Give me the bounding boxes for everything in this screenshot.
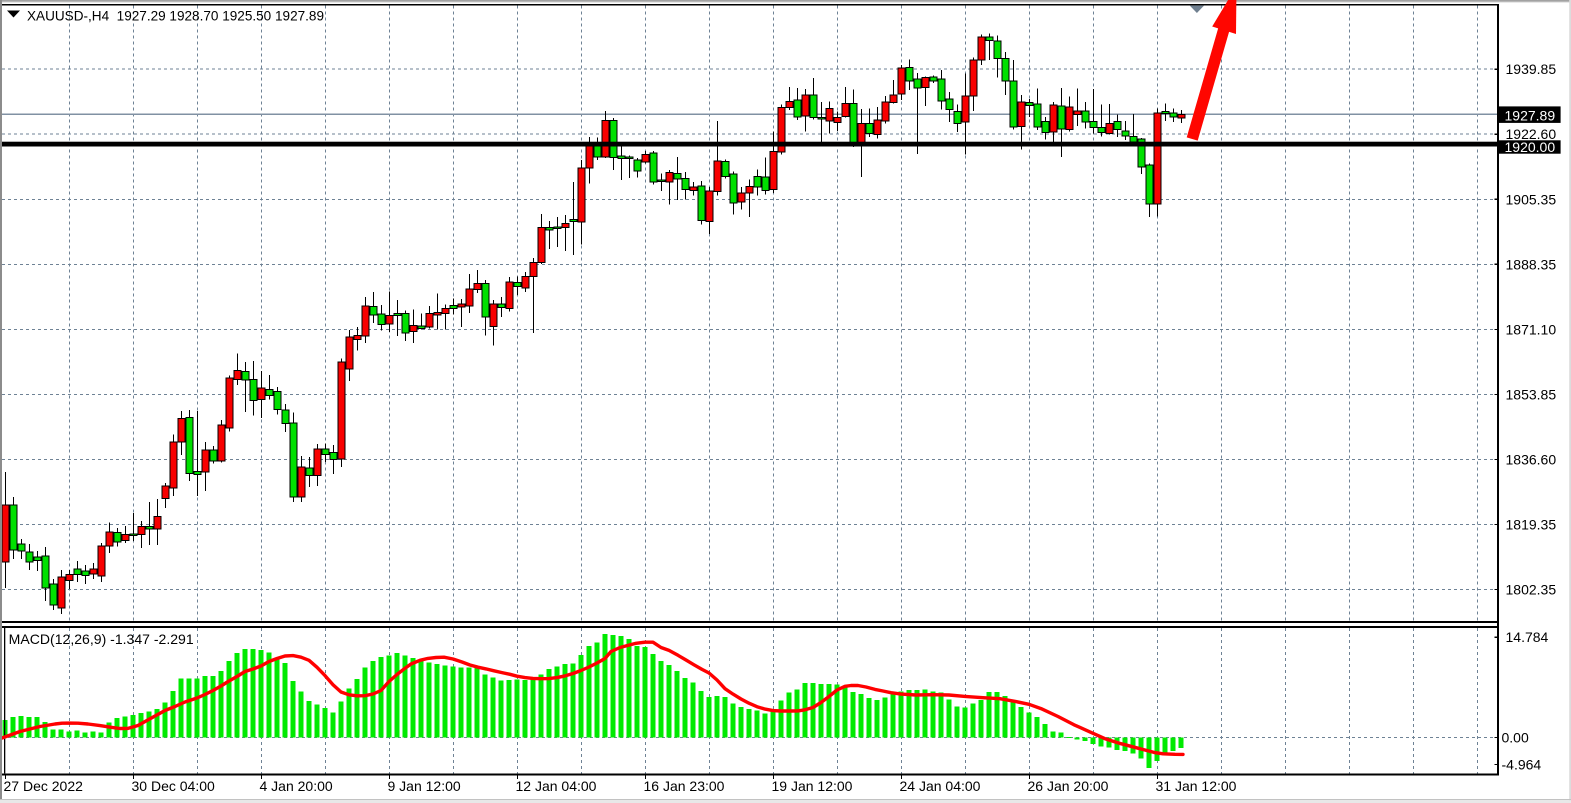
svg-text:26 Jan 20:00: 26 Jan 20:00: [1028, 778, 1109, 794]
svg-text:31 Jan 12:00: 31 Jan 12:00: [1156, 778, 1237, 794]
svg-text:1836.60: 1836.60: [1506, 452, 1557, 468]
svg-text:1920.00: 1920.00: [1505, 139, 1556, 155]
svg-text:1888.35: 1888.35: [1506, 256, 1557, 272]
svg-text:MACD(12,26,9) -1.347 -2.291: MACD(12,26,9) -1.347 -2.291: [9, 631, 194, 647]
svg-text:1939.85: 1939.85: [1506, 61, 1557, 77]
svg-text:1922.60: 1922.60: [1506, 126, 1557, 142]
svg-text:1853.85: 1853.85: [1506, 386, 1557, 402]
svg-text:-4.964: -4.964: [1502, 756, 1542, 772]
svg-text:4 Jan 20:00: 4 Jan 20:00: [260, 778, 333, 794]
svg-text:1802.35: 1802.35: [1506, 582, 1557, 598]
svg-text:9 Jan 12:00: 9 Jan 12:00: [388, 778, 461, 794]
svg-text:0.00: 0.00: [1502, 729, 1529, 745]
svg-text:1927.89: 1927.89: [1505, 107, 1556, 123]
svg-text:30 Dec 04:00: 30 Dec 04:00: [132, 778, 215, 794]
svg-text:12 Jan 04:00: 12 Jan 04:00: [516, 778, 597, 794]
svg-text:1871.10: 1871.10: [1506, 321, 1557, 337]
svg-text:24 Jan 04:00: 24 Jan 04:00: [900, 778, 981, 794]
svg-text:1905.35: 1905.35: [1506, 191, 1557, 207]
svg-text:16 Jan 23:00: 16 Jan 23:00: [644, 778, 725, 794]
svg-text:14.784: 14.784: [1506, 629, 1549, 645]
svg-text:19 Jan 12:00: 19 Jan 12:00: [772, 778, 853, 794]
svg-text:27 Dec 2022: 27 Dec 2022: [4, 778, 84, 794]
svg-text:1819.35: 1819.35: [1506, 517, 1557, 533]
svg-text:XAUUSD-,H4 1927.29 1928.70 19: XAUUSD-,H4 1927.29 1928.70 1925.50 1927.…: [27, 8, 324, 24]
